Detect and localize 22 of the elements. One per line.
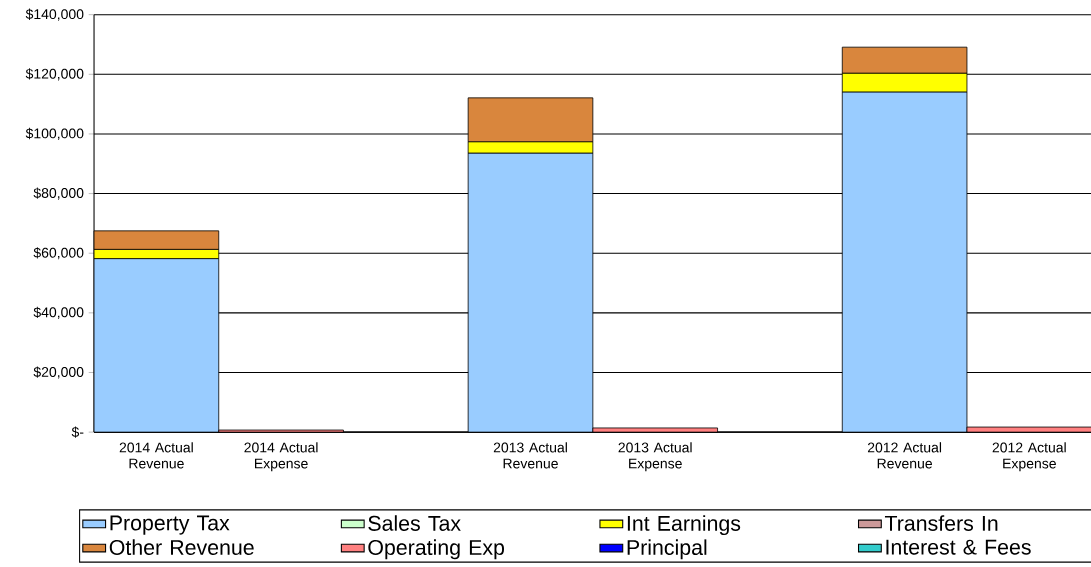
legend-label: Other Revenue [109, 539, 254, 556]
x-tick-label: 2014 Actual Expense [244, 442, 318, 472]
legend-label: Principal [627, 539, 707, 560]
y-tick-label: $80,000 [33, 187, 84, 200]
legend-label: Operating Exp [368, 539, 505, 560]
x-tick-label: 2013 Actual Expense [618, 442, 692, 472]
x-tick-label: 2013 Actual Revenue [493, 442, 567, 469]
y-tick-label: $120,000 [25, 68, 84, 81]
legend-label: Transfers In [884, 515, 998, 531]
y-tick-label: $100,000 [25, 127, 84, 141]
x-tick-label: 2012 Actual Revenue [867, 442, 942, 469]
y-tick-label: $140,000 [25, 8, 84, 21]
y-tick-label: $40,000 [33, 306, 84, 320]
legend-label: Sales Tax [368, 515, 461, 531]
x-tick-label: 2014 Actual Revenue [119, 442, 193, 469]
x-tick-label: 2012 Actual Expense [992, 442, 1066, 472]
legend-label: Int Earnings [627, 515, 741, 536]
y-tick-label: $60,000 [33, 247, 84, 260]
y-tick-label: $- [71, 426, 84, 438]
y-tick-label: $20,000 [33, 366, 84, 379]
legend-label: Interest & Fees [886, 539, 1031, 555]
legend-label: Property Tax [110, 515, 230, 535]
